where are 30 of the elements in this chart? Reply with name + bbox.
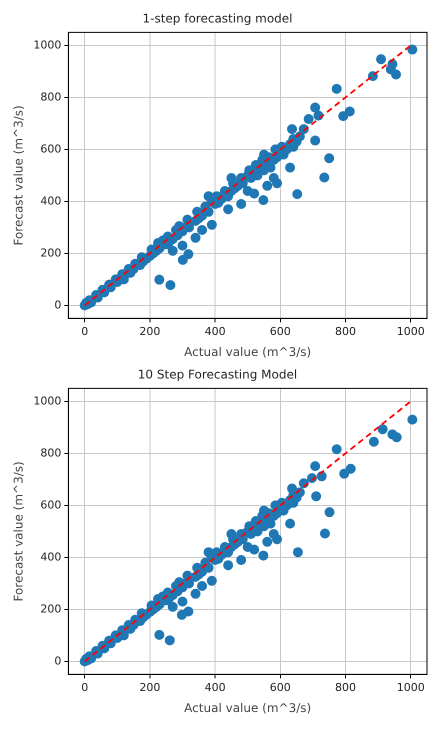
y-axis-title: Forecast value (m^3/s)	[11, 105, 26, 246]
x-tick-label: 1000	[396, 324, 425, 338]
chart-title: 10 Step Forecasting Model	[138, 367, 298, 382]
y-tick-label: 800	[40, 90, 62, 104]
y-tick-label: 400	[40, 194, 62, 208]
y-tick-label: 0	[54, 298, 62, 312]
x-tick-label: 0	[81, 324, 88, 338]
y-tick-label: 1000	[33, 394, 62, 408]
x-tick-label: 800	[335, 680, 356, 694]
x-tick-label: 200	[139, 680, 160, 694]
x-tick-label: 0	[81, 680, 88, 694]
x-tick-label: 400	[204, 324, 226, 338]
x-axis-title: Actual value (m^3/s)	[184, 344, 312, 359]
y-tick-label: 200	[40, 246, 62, 260]
x-tick-label: 600	[270, 680, 291, 694]
x-tick-label: 600	[270, 324, 291, 338]
x-tick-label: 800	[335, 324, 356, 338]
x-tick-label: 1000	[396, 680, 425, 694]
x-axis-title: Actual value (m^3/s)	[184, 700, 312, 715]
y-tick-label: 200	[40, 602, 62, 616]
y-tick-label: 600	[40, 498, 62, 512]
y-axis-title: Forecast value (m^3/s)	[11, 461, 26, 602]
x-tick-label: 400	[204, 680, 226, 694]
chart-title: 1-step forecasting model	[142, 11, 292, 26]
y-tick-label: 600	[40, 142, 62, 156]
y-tick-label: 1000	[33, 38, 62, 52]
y-tick-label: 400	[40, 550, 62, 564]
x-tick-label: 200	[139, 324, 160, 338]
y-tick-label: 800	[40, 446, 62, 460]
y-tick-label: 0	[54, 654, 62, 668]
